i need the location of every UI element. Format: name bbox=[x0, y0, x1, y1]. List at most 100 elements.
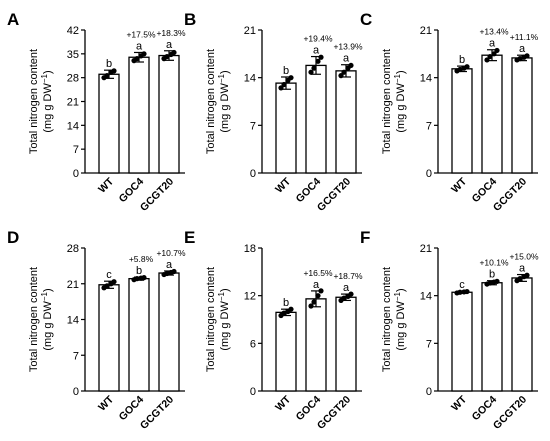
y-axis-unit-text: (mg g DW bbox=[395, 301, 407, 351]
x-category-label: GCGT20 bbox=[491, 394, 529, 432]
data-point bbox=[457, 289, 463, 295]
y-axis-title: Total nitrogen content bbox=[381, 267, 393, 372]
bar-gcgt20 bbox=[335, 296, 357, 392]
data-point bbox=[524, 272, 530, 278]
y-axis-unit-superscript: −1 bbox=[393, 73, 402, 83]
data-point bbox=[111, 279, 117, 285]
percent-change-label: +11.1% bbox=[510, 32, 539, 42]
x-category-label: WT bbox=[449, 393, 469, 413]
y-axis-unit-superscript: −1 bbox=[217, 73, 226, 83]
data-point bbox=[308, 303, 314, 309]
y-axis-unit: (mg g DW−1) bbox=[40, 288, 54, 350]
percent-change-label: +19.4% bbox=[303, 34, 333, 44]
data-point bbox=[487, 280, 493, 286]
y-axis-unit: (mg g DW−1) bbox=[217, 288, 231, 350]
y-tick-label: 14 bbox=[67, 315, 79, 327]
data-point bbox=[141, 51, 147, 57]
y-axis-unit-close: ) bbox=[395, 70, 407, 74]
y-axis-unit: (mg g DW−1) bbox=[393, 70, 407, 132]
bar-gcgt20 bbox=[511, 57, 533, 174]
data-point bbox=[164, 53, 170, 60]
significance-letter: a bbox=[313, 279, 320, 291]
data-point bbox=[524, 53, 530, 59]
data-point bbox=[491, 51, 497, 57]
significance-letter: a bbox=[489, 38, 496, 50]
percent-change-label: +17.5% bbox=[126, 29, 156, 39]
y-axis-unit-close: ) bbox=[219, 70, 231, 74]
percent-change-label: +15.0% bbox=[509, 252, 539, 262]
y-tick-label: 21 bbox=[244, 25, 256, 37]
significance-letter: c bbox=[459, 279, 465, 291]
data-point bbox=[494, 278, 500, 284]
data-point bbox=[341, 295, 347, 301]
y-axis-unit-text: (mg g DW bbox=[219, 301, 231, 351]
significance-letter: a bbox=[136, 40, 143, 52]
y-tick-label: 0 bbox=[426, 168, 432, 180]
bar-wt bbox=[275, 82, 297, 174]
data-point bbox=[281, 81, 287, 88]
significance-letter: a bbox=[343, 282, 350, 294]
y-tick-label: 21 bbox=[420, 243, 432, 255]
bar-goc4 bbox=[128, 277, 150, 392]
panel-letter: F bbox=[360, 228, 370, 247]
y-axis-unit-close: ) bbox=[219, 288, 231, 292]
x-category-label: WT bbox=[449, 175, 469, 195]
data-point bbox=[104, 73, 110, 79]
y-axis-unit: (mg g DW−1) bbox=[40, 70, 54, 132]
y-axis-unit-text: (mg g DW bbox=[219, 83, 231, 133]
y-axis-unit-text: (mg g DW bbox=[42, 83, 54, 133]
data-point bbox=[134, 276, 140, 282]
y-tick-label: 35 bbox=[67, 49, 79, 61]
significance-letter: b bbox=[106, 58, 112, 70]
y-tick-label: 0 bbox=[73, 386, 79, 398]
significance-letter: b bbox=[459, 54, 465, 66]
data-point bbox=[318, 288, 324, 294]
chart-panel-c: C Total nitrogen content (mg g DW−1) 0 7 14 21… bbox=[360, 10, 539, 214]
y-tick-label: 6 bbox=[250, 338, 256, 350]
data-point bbox=[281, 310, 287, 316]
bar-gcgt20 bbox=[158, 272, 180, 392]
x-category-label: WT bbox=[273, 175, 293, 195]
bar-wt bbox=[451, 68, 473, 174]
chart-panel-a: A Total nitrogen content (mg g DW−1) 0 7 14 21… bbox=[7, 10, 186, 214]
data-point bbox=[278, 85, 284, 91]
data-point bbox=[315, 58, 321, 64]
x-category-label: WT bbox=[273, 393, 293, 413]
y-axis-unit-superscript: −1 bbox=[217, 291, 226, 301]
significance-letter: a bbox=[343, 53, 350, 65]
data-point bbox=[311, 65, 317, 71]
percent-change-label: +18.7% bbox=[333, 271, 363, 281]
percent-change-label: +13.4% bbox=[479, 27, 509, 37]
panel-letter: B bbox=[184, 10, 196, 29]
y-axis-unit-close: ) bbox=[42, 288, 54, 292]
data-point bbox=[111, 68, 117, 74]
bar-wt bbox=[98, 73, 120, 174]
data-point bbox=[494, 47, 500, 54]
data-point bbox=[348, 62, 354, 69]
y-tick-label: 21 bbox=[67, 97, 79, 109]
data-point bbox=[517, 276, 523, 282]
significance-letter: a bbox=[519, 43, 526, 55]
data-point bbox=[141, 275, 147, 281]
y-tick-label: 7 bbox=[426, 120, 432, 132]
y-axis-unit-close: ) bbox=[42, 70, 54, 74]
data-point bbox=[338, 73, 344, 79]
x-category-label: GCGT20 bbox=[491, 176, 529, 214]
panel-letter: A bbox=[7, 10, 19, 29]
data-point bbox=[487, 53, 493, 60]
data-point bbox=[457, 66, 463, 73]
y-tick-label: 7 bbox=[250, 120, 256, 132]
y-tick-label: 18 bbox=[244, 243, 256, 255]
bar-goc4 bbox=[481, 282, 503, 392]
y-tick-label: 0 bbox=[250, 168, 256, 180]
data-point bbox=[171, 49, 177, 56]
data-point bbox=[171, 268, 177, 275]
significance-letter: b bbox=[489, 269, 495, 281]
significance-letter: b bbox=[283, 297, 289, 309]
y-tick-label: 21 bbox=[67, 279, 79, 291]
significance-letter: a bbox=[166, 39, 173, 51]
y-axis-title: Total nitrogen content bbox=[28, 267, 40, 372]
y-axis-title: Total nitrogen content bbox=[205, 49, 217, 154]
percent-change-label: +10.7% bbox=[156, 248, 186, 258]
